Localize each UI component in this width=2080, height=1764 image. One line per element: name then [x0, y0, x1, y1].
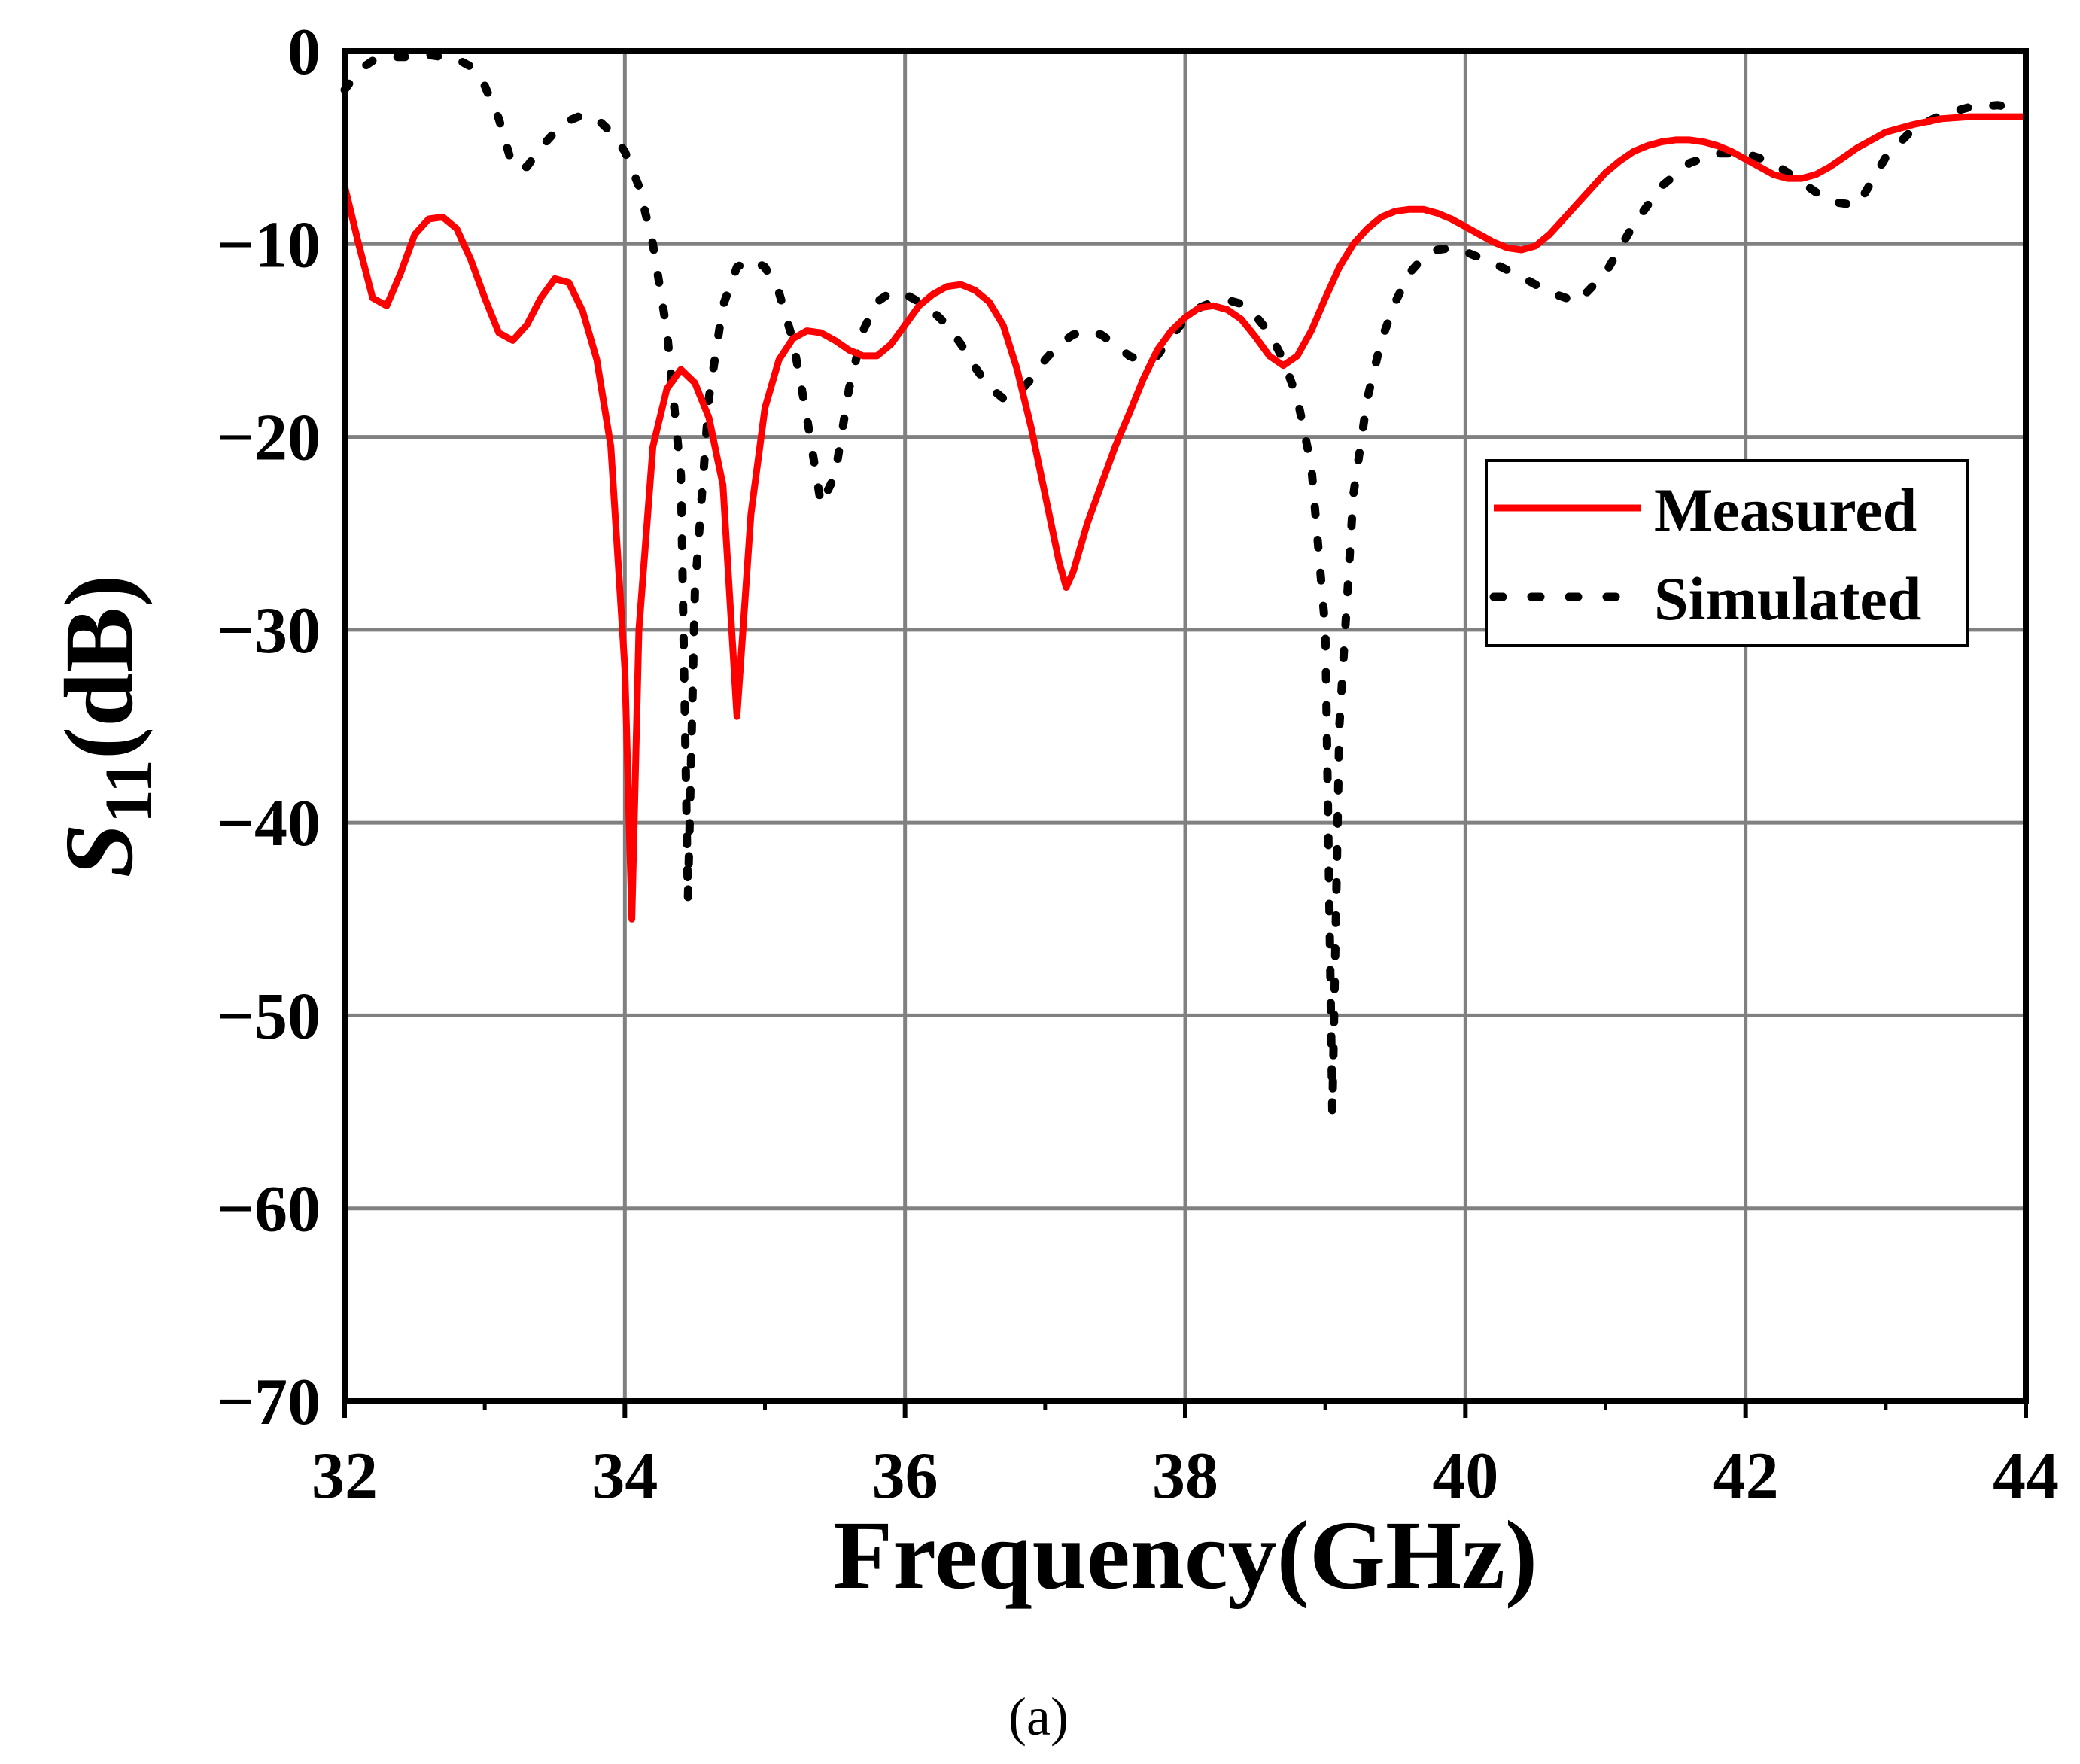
y-tick-label: −70: [217, 1366, 321, 1439]
legend: Measured Simulated: [1485, 459, 1969, 647]
x-tick-labels: 32 34 36 38 40 42 44: [312, 1440, 2059, 1513]
legend-label-measured: Measured: [1654, 476, 1917, 544]
y-tick-label: −30: [217, 595, 321, 668]
legend-box: [1485, 459, 1969, 647]
y-axis-title-sub: 11: [92, 759, 166, 823]
y-axis-title-main: S: [45, 823, 154, 877]
series-line-simulated: [340, 50, 2030, 1117]
y-tick-label: −50: [217, 980, 321, 1053]
legend-label-simulated: Simulated: [1654, 564, 1921, 633]
svg-text:S11(dB): S11(dB): [45, 575, 166, 878]
y-tick-label: −20: [217, 402, 321, 475]
y-tick-label: −10: [217, 208, 321, 281]
axis-ticks: [342, 1401, 2028, 1418]
grid-lines: [345, 51, 2026, 1401]
y-tick-label: −60: [217, 1173, 321, 1246]
series-line-measured: [341, 113, 2026, 923]
x-tick-label: 44: [1993, 1440, 2059, 1513]
x-tick-label: 32: [312, 1440, 378, 1513]
x-axis-title: Frequency(GHz): [833, 1501, 1537, 1610]
plot-series: [340, 50, 2030, 1117]
x-tick-label: 38: [1152, 1440, 1218, 1513]
y-tick-labels: 0 −10 −20 −30 −40 −50 −60 −70: [217, 16, 321, 1439]
y-axis-title-unit: (dB): [45, 575, 154, 760]
x-tick-label: 34: [591, 1440, 658, 1513]
x-tick-label: 40: [1432, 1440, 1498, 1513]
x-tick-label: 36: [872, 1440, 938, 1513]
x-tick-label: 42: [1713, 1440, 1779, 1513]
y-tick-label: −40: [217, 787, 321, 860]
figure-caption: (a): [1008, 1686, 1069, 1747]
y-tick-label: 0: [287, 16, 321, 89]
y-axis-title: S11(dB): [45, 575, 166, 878]
